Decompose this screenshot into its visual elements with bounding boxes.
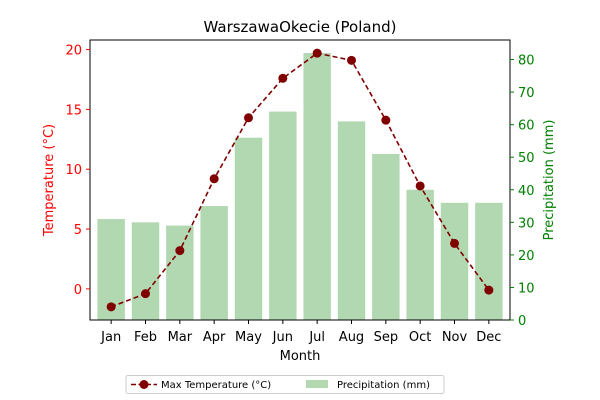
legend-temperature-swatch-marker <box>139 380 149 389</box>
right-y-tick-label-0: 0 <box>518 314 526 329</box>
temperature-point-dec <box>484 285 494 295</box>
legend-temperature-label: Max Temperature (°C) <box>161 380 271 391</box>
x-tick-label-jan: Jan <box>100 330 121 345</box>
x-tick-label-jul: Jul <box>308 330 325 345</box>
right-y-tick-label-20: 20 <box>518 249 535 264</box>
right-y-tick-label-30: 30 <box>518 216 535 231</box>
temperature-point-oct <box>415 181 425 191</box>
temperature-point-jan <box>106 302 116 312</box>
right-y-tick-label-50: 50 <box>518 151 535 166</box>
precipitation-bars <box>97 53 503 321</box>
left-y-axis-label: Temperature (°C) <box>42 124 57 237</box>
precipitation-bar-mar <box>166 225 194 320</box>
right-y-tick-label-60: 60 <box>518 119 535 134</box>
temperature-point-feb <box>141 289 150 299</box>
right-y-axis-label: Precipitation (mm) <box>542 120 557 241</box>
temperature-point-may <box>244 113 253 123</box>
precipitation-bar-aug <box>337 121 366 320</box>
plot-frame <box>89 39 511 321</box>
left-y-tick-label-15: 15 <box>65 103 82 118</box>
right-y-tick-label-70: 70 <box>518 86 535 101</box>
temperature-series-line <box>110 52 490 308</box>
x-tick-label-jun: Jun <box>272 330 293 345</box>
x-tick-label-dec: Dec <box>476 330 501 345</box>
temperature-point-nov <box>450 238 459 248</box>
x-tick-label-aug: Aug <box>339 330 364 345</box>
temperature-point-sep <box>381 115 391 125</box>
x-tick-label-oct: Oct <box>409 330 431 345</box>
precipitation-bar-sep <box>372 153 400 320</box>
left-y-tick-label-10: 10 <box>65 163 82 178</box>
temperature-point-apr <box>209 174 219 184</box>
axes: Jan Feb Mar Apr May Jun Jul Aug Sep Oct Nov Dec 0 5 10… <box>65 39 535 345</box>
x-tick-label-mar: Mar <box>168 330 193 345</box>
chart-title: WarszawaOkecie (Poland) <box>204 18 397 36</box>
temperature-point-aug <box>347 55 356 65</box>
x-tick-label-feb: Feb <box>134 330 157 345</box>
temperature-point-jul <box>312 48 322 58</box>
x-tick-label-sep: Sep <box>374 330 399 345</box>
precipitation-bar-feb <box>131 222 160 320</box>
temperature-point-jun <box>278 73 288 83</box>
right-y-tick-label-80: 80 <box>518 54 535 69</box>
x-tick-label-may: May <box>235 330 262 345</box>
left-y-tick-label-0: 0 <box>74 283 82 298</box>
left-y-tick-label-5: 5 <box>74 223 82 238</box>
precipitation-bar-dec <box>475 202 503 320</box>
legend: Max Temperature (°C) Precipitation (mm) <box>125 375 445 394</box>
precipitation-bar-may <box>234 137 263 320</box>
left-y-tick-label-20: 20 <box>65 44 82 59</box>
temperature-point-mar <box>175 246 185 256</box>
x-tick-label-nov: Nov <box>442 330 468 345</box>
x-tick-label-apr: Apr <box>203 330 226 345</box>
right-y-tick-label-10: 10 <box>518 281 535 296</box>
precipitation-bar-nov <box>440 202 469 320</box>
precipitation-bar-oct <box>406 189 434 320</box>
precipitation-bar-jul <box>303 53 331 320</box>
right-y-tick-label-40: 40 <box>518 184 535 199</box>
legend-frame <box>125 375 445 394</box>
temperature-line <box>106 48 494 312</box>
precipitation-bar-apr <box>200 206 228 320</box>
precipitation-bar-jun <box>269 111 297 321</box>
legend-precipitation-label: Precipitation (mm) <box>337 380 430 391</box>
x-axis-label: Month <box>280 349 321 364</box>
legend-precipitation-swatch <box>306 380 328 388</box>
